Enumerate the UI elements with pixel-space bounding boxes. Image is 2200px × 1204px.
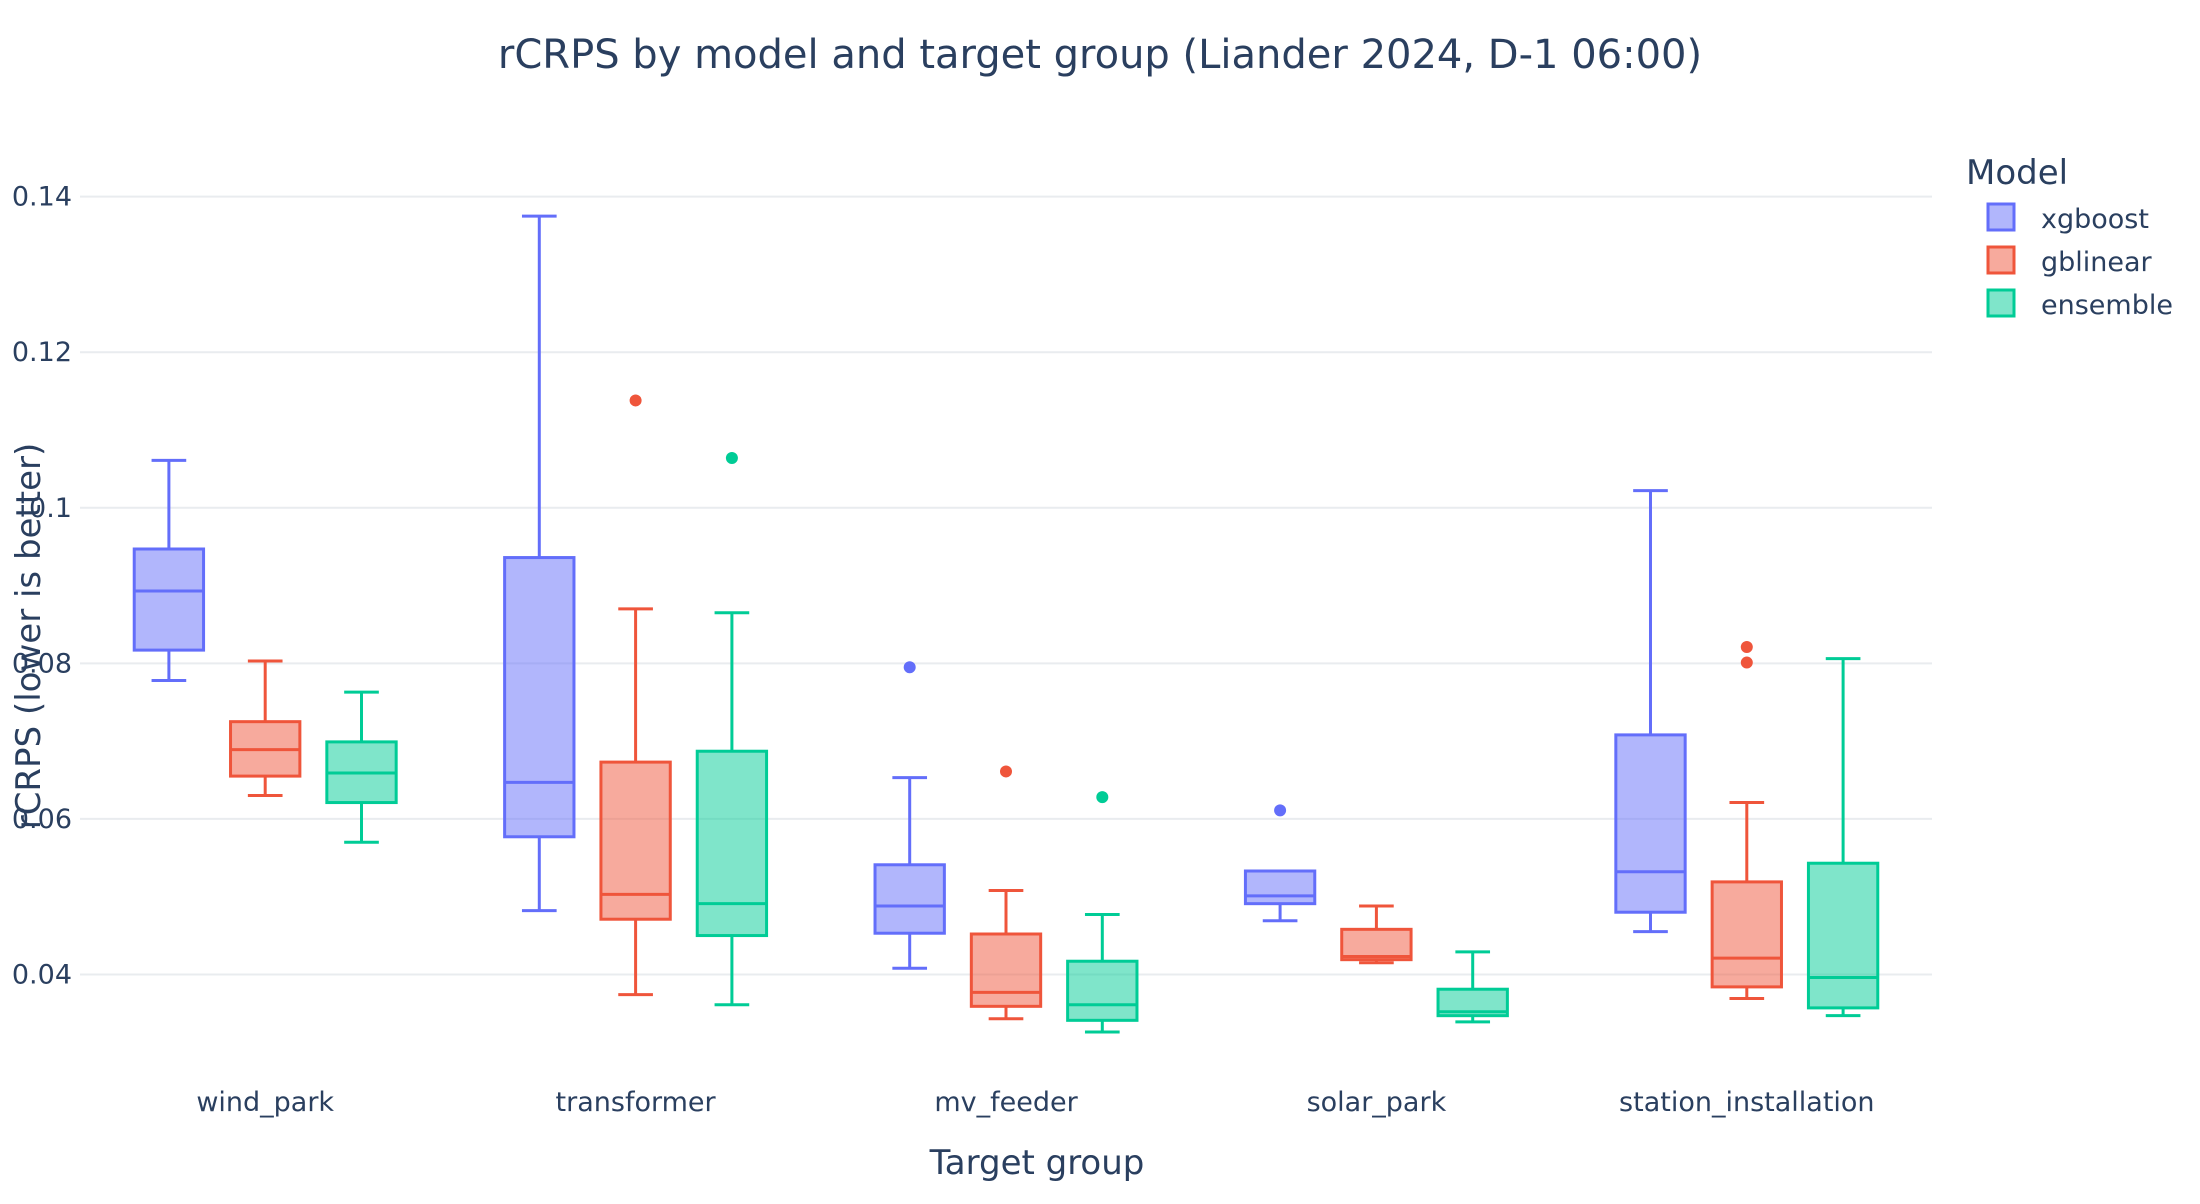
- outlier-point: [1096, 791, 1109, 804]
- y-axis-label: rCRPS (lower is better): [9, 443, 49, 830]
- x-axis-ticks: wind_park transformer mv_feeder solar_park s…: [196, 1087, 1874, 1118]
- x-tick-label: solar_park: [1307, 1087, 1447, 1118]
- box-body: [132, 547, 206, 652]
- box-layer: [132, 214, 1880, 1034]
- box-body: [503, 556, 576, 839]
- box-body: [1614, 733, 1687, 914]
- x-axis-label: Target group: [929, 1143, 1145, 1183]
- x-tick-label: mv_feeder: [934, 1087, 1078, 1118]
- box-body: [1066, 959, 1139, 1022]
- legend-items: xgboost gblinear ensemble: [1986, 202, 2173, 321]
- legend-label: gblinear: [2041, 247, 2153, 278]
- box-body: [873, 863, 946, 935]
- box-ensemble-mv_feeder: [1066, 791, 1139, 1034]
- legend-swatch: [1986, 202, 2016, 232]
- box-gblinear-wind_park: [229, 659, 302, 798]
- box-xgboost-solar_park: [1243, 804, 1317, 923]
- box-body: [1243, 869, 1317, 906]
- box-gblinear-mv_feeder: [969, 765, 1043, 1021]
- legend-item-gblinear: gblinear: [1986, 245, 2153, 278]
- box-gblinear-station_installation: [1710, 641, 1783, 1001]
- box-xgboost-wind_park: [132, 458, 206, 682]
- box-ensemble-transformer: [695, 452, 769, 1007]
- legend-label: ensemble: [2041, 290, 2173, 321]
- x-tick-label: transformer: [556, 1087, 717, 1118]
- x-tick-label: wind_park: [196, 1087, 334, 1118]
- outlier-point: [725, 452, 738, 464]
- legend-swatch: [1986, 288, 2016, 318]
- outlier-point: [1000, 765, 1012, 778]
- box-body: [1710, 880, 1783, 989]
- x-tick-label: station_installation: [1619, 1087, 1875, 1118]
- outlier-point: [1740, 656, 1753, 669]
- box-ensemble-station_installation: [1806, 657, 1880, 1018]
- box-gblinear-transformer: [599, 394, 672, 997]
- y-tick-label: 0.08: [12, 648, 72, 679]
- box-body: [1806, 861, 1880, 1010]
- box-body: [969, 932, 1043, 1008]
- box-body: [695, 749, 769, 938]
- chart-title: rCRPS by model and target group (Liander…: [498, 32, 1702, 78]
- box-body: [1340, 927, 1413, 962]
- box-xgboost-mv_feeder: [873, 661, 946, 970]
- outlier-point: [903, 661, 916, 674]
- box-ensemble-solar_park: [1436, 950, 1509, 1024]
- y-tick-label: 0.1: [29, 493, 72, 524]
- outlier-point: [1740, 641, 1753, 653]
- legend-item-ensemble: ensemble: [1986, 288, 2173, 321]
- grid-layer: [80, 195, 1932, 976]
- y-axis-ticks: 0.04 0.06 0.08 0.1 0.12 0.14: [12, 182, 72, 991]
- legend: Model xgboost gblinear ensemble: [1966, 153, 2173, 321]
- box-ensemble-wind_park: [325, 690, 398, 844]
- legend-title: Model: [1966, 153, 2068, 193]
- y-tick-label: 0.06: [12, 804, 72, 835]
- legend-label: xgboost: [2041, 204, 2149, 235]
- outlier-point: [1274, 804, 1287, 817]
- outlier-point: [629, 394, 642, 407]
- box-xgboost-transformer: [503, 214, 576, 913]
- legend-item-xgboost: xgboost: [1986, 202, 2149, 235]
- box-gblinear-solar_park: [1340, 904, 1413, 965]
- y-tick-label: 0.04: [12, 959, 72, 990]
- y-tick-label: 0.12: [12, 337, 72, 368]
- y-tick-label: 0.14: [12, 182, 72, 213]
- legend-swatch: [1986, 245, 2016, 275]
- box-xgboost-station_installation: [1614, 489, 1687, 934]
